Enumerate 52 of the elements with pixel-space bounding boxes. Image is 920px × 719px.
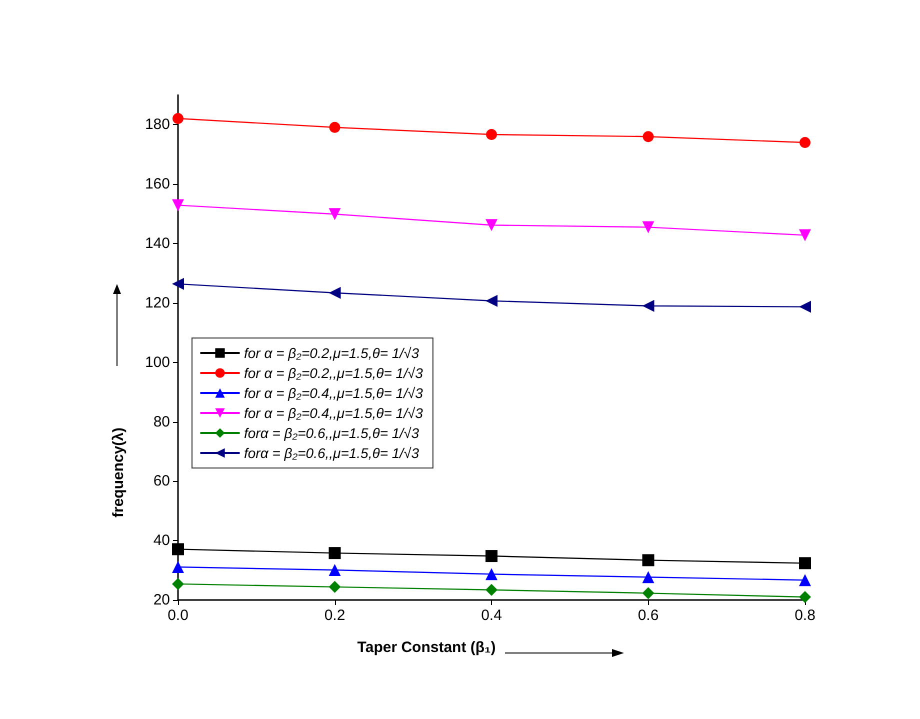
point [486,568,498,580]
point [486,219,498,232]
point [799,574,811,586]
y-tick-label: 60 [153,472,170,490]
point [172,578,184,590]
point [642,587,654,600]
point [799,300,811,313]
x-tick-label: 0.0 [168,607,188,624]
legend-label: forα = β₂=0.6,,μ=1.5,θ= 1/√3 [244,425,420,441]
x-tick-label: 0.6 [638,607,659,624]
point [642,554,654,566]
point [486,550,498,562]
y-tick-label: 100 [144,354,170,371]
point [642,300,654,312]
y-tick-label: 140 [144,235,170,252]
point [329,122,340,133]
point [486,584,498,596]
point [486,294,498,307]
point [642,131,654,142]
y-tick-label: 20 [153,592,170,608]
legend-label: forα = β₂=0.6,,μ=1.5,θ= 1/√3 [244,445,420,461]
legend-label: for α = β₂=0.4,,μ=1.5,θ= 1/√3 [244,385,424,401]
x-tick-label: 0.8 [794,607,816,624]
y-tick-label: 120 [144,294,170,312]
y-tick-label: 40 [153,532,170,550]
point [328,564,341,576]
point [172,278,184,290]
point [172,112,184,124]
y-tick-label: 160 [144,176,170,193]
legend-label: for α = β₂=0.2,,μ=1.5,θ= 1/√3 [244,365,424,381]
point [328,286,341,299]
point [328,208,341,220]
point [799,591,811,604]
point [642,221,654,234]
y-tick-label: 180 [144,116,170,134]
y-axis-title: frequency(λ) [110,427,127,518]
point [172,543,184,556]
point [799,229,811,242]
point [172,199,184,212]
x-tick-label: 0.4 [481,607,502,624]
point [328,547,341,560]
point [328,580,341,593]
point [799,557,811,570]
point [800,137,810,148]
point [642,571,654,584]
y-tick-label: 80 [153,413,170,430]
legend-label: for α = β₂=0.2,μ=1.5,θ= 1/√3 [244,345,420,361]
legend-label: for α = β₂=0.4,,μ=1.5,θ= 1/√3 [244,405,424,421]
point [486,129,497,140]
x-axis-title: Taper Constant (β₁) [357,639,496,656]
x-tick-label: 0.2 [324,607,346,624]
point [172,561,184,574]
